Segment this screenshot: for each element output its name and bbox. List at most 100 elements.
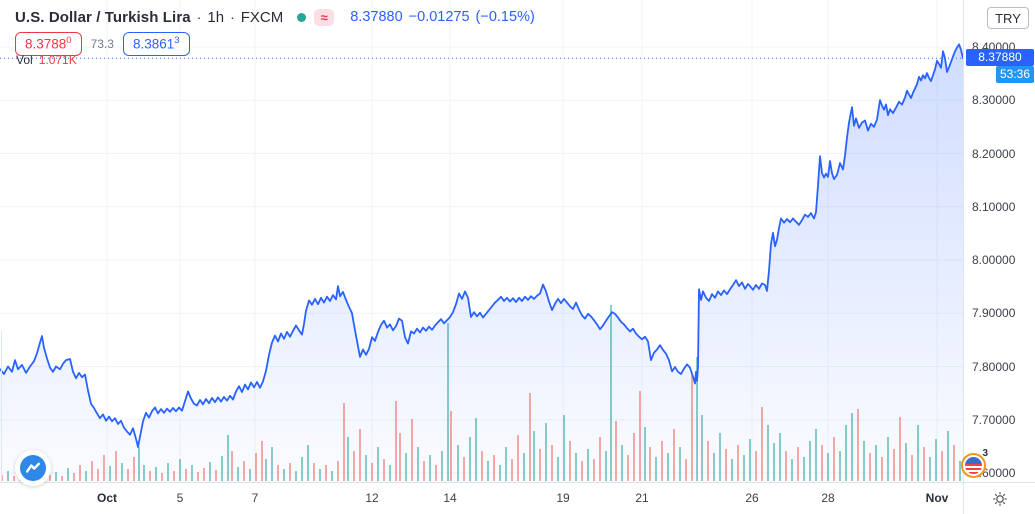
volume-bar — [737, 445, 739, 481]
volume-bar — [289, 463, 291, 481]
price-tick-label: 7.70000 — [972, 412, 1016, 427]
axis-settings-corner[interactable] — [963, 482, 1035, 514]
volume-bar — [707, 441, 709, 481]
volume-bar — [845, 425, 847, 481]
volume-bar — [499, 465, 501, 481]
volume-bar — [337, 461, 339, 481]
volume-bar — [347, 437, 349, 481]
symbol-title[interactable]: U.S. Dollar / Turkish Lira — [15, 8, 191, 26]
interval-label[interactable]: 1h — [207, 8, 225, 26]
volume-bar — [215, 470, 217, 481]
volume-bar — [49, 475, 51, 481]
volume-bar — [261, 441, 263, 481]
volume-bar — [755, 451, 757, 481]
volume-bar — [833, 437, 835, 481]
volume-bar — [277, 465, 279, 481]
volume-indicator-label[interactable]: Vol — [16, 53, 33, 67]
volume-bar — [649, 447, 651, 481]
volume-bar — [935, 439, 937, 481]
currency-button[interactable]: TRY — [987, 7, 1029, 29]
buy-ask-button[interactable]: 8.38613 — [122, 32, 190, 56]
volume-bar — [803, 457, 805, 481]
volume-indicator-value: 1.071K — [38, 53, 77, 67]
volume-bar — [691, 373, 693, 481]
tradingview-logo-icon — [20, 455, 46, 481]
volume-bar — [959, 461, 961, 481]
market-open-dot-icon — [297, 12, 307, 22]
volume-bar — [767, 425, 769, 481]
volume-bar — [851, 413, 853, 481]
volume-bar — [255, 453, 257, 481]
volume-bar — [809, 441, 811, 481]
volume-bar — [551, 445, 553, 481]
spread-value: 73.3 — [90, 37, 114, 51]
time-tick-label: 21 — [635, 491, 649, 505]
volume-bar — [911, 455, 913, 481]
economic-events-icon[interactable]: 3 — [961, 448, 988, 478]
chart-left-edge — [1, 330, 2, 482]
us-flag-icon — [965, 457, 982, 474]
volume-bar — [265, 459, 267, 481]
title-separator: · — [230, 9, 235, 25]
volume-bar — [149, 471, 151, 481]
volume-bar — [271, 447, 273, 481]
volume-bar — [179, 459, 181, 481]
volume-bar — [529, 393, 531, 481]
volume-bar — [237, 467, 239, 481]
volume-bar — [331, 471, 333, 481]
volume-bar — [815, 429, 817, 481]
tradingview-logo-button[interactable] — [15, 450, 51, 486]
volume-bar — [725, 449, 727, 481]
volume-indicator-legend: Vol 1.071K — [16, 53, 77, 67]
volume-bar — [899, 417, 901, 481]
volume-bar — [313, 463, 315, 481]
events-count-badge: 3 — [982, 448, 988, 459]
price-tick-label: 8.20000 — [972, 146, 1016, 161]
volume-bar — [325, 465, 327, 481]
volume-bar — [395, 401, 397, 481]
price-chart-canvas[interactable] — [0, 0, 963, 482]
volume-bar — [599, 437, 601, 481]
volume-bar — [319, 469, 321, 481]
volume-bar — [185, 469, 187, 481]
bid-sup-digit: 0 — [66, 35, 72, 47]
price-line-series — [0, 43, 963, 448]
volume-bar — [610, 305, 612, 481]
volume-bar — [743, 455, 745, 481]
chart-legend: U.S. Dollar / Turkish Lira · 1h · FXCM ≈… — [15, 6, 541, 56]
volume-bar — [173, 471, 175, 481]
volume-bar — [821, 445, 823, 481]
volume-bar — [155, 467, 157, 481]
time-tick-label: 5 — [176, 491, 184, 505]
price-tick-label: 8.30000 — [972, 93, 1016, 108]
volume-bar — [857, 409, 859, 481]
price-chart-pane[interactable] — [0, 0, 963, 482]
bid-ask-row: 8.37880 73.3 8.38613 — [15, 32, 541, 56]
time-axis[interactable]: Oct 5 7 12 14 19 21 26 28 Nov — [0, 482, 963, 514]
volume-bar — [661, 441, 663, 481]
volume-bar — [457, 445, 459, 481]
volume-bar — [133, 457, 135, 481]
exchange-label[interactable]: FXCM — [240, 8, 284, 26]
volume-bar — [923, 447, 925, 481]
volume-bar — [881, 457, 883, 481]
volume-bar — [517, 435, 519, 481]
volume-bar — [383, 459, 385, 481]
volume-bar — [719, 433, 721, 481]
volume-bar — [138, 447, 140, 481]
price-change-percent: (−0.15%) — [475, 9, 535, 25]
volume-bar — [429, 455, 431, 481]
volume-bar — [447, 323, 449, 481]
volume-bar — [785, 451, 787, 481]
volume-bar — [97, 469, 99, 481]
delayed-data-icon[interactable]: ≈ — [314, 8, 335, 26]
volume-bar — [209, 462, 211, 481]
price-axis[interactable]: TRY 8.40000 8.30000 8.20000 8.10000 8.00000 7… — [963, 0, 1035, 482]
volume-bar — [557, 457, 559, 481]
volume-bar — [353, 451, 355, 481]
volume-bar — [644, 427, 646, 481]
volume-bar — [605, 451, 607, 481]
sell-bid-button[interactable]: 8.37880 — [15, 32, 82, 56]
volume-bar — [417, 447, 419, 481]
